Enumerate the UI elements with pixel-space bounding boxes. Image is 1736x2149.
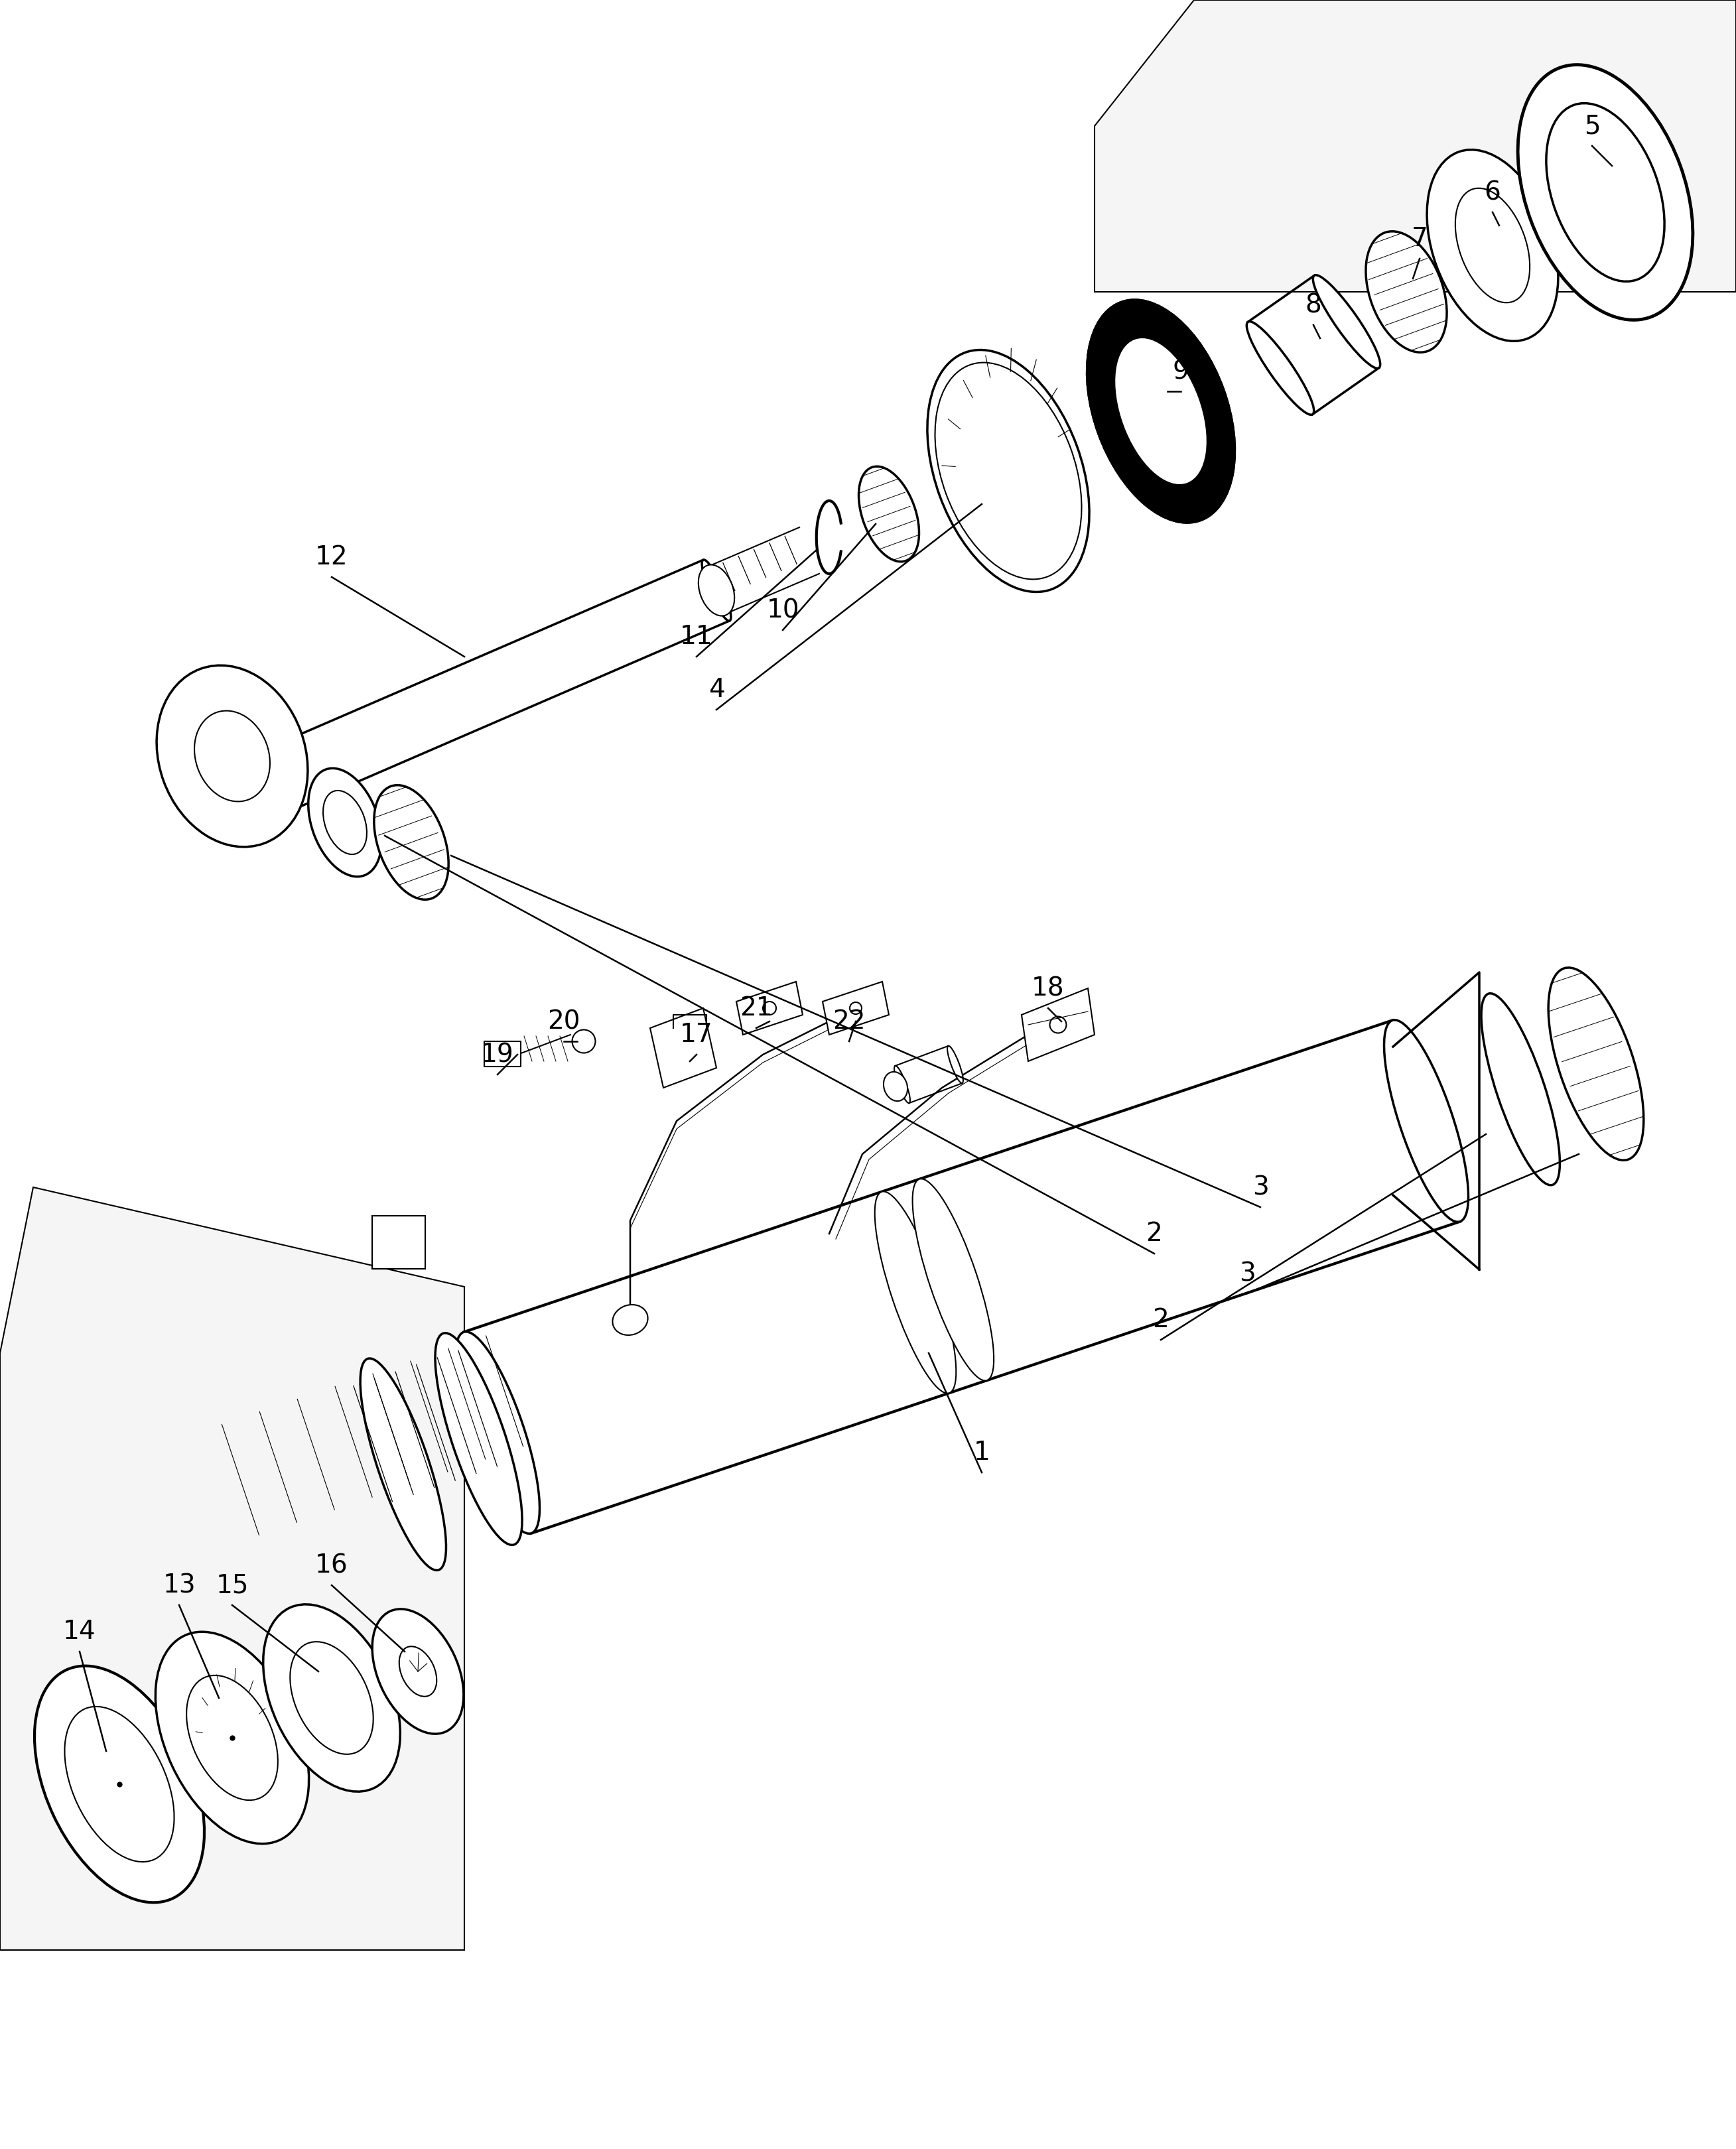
Ellipse shape <box>698 565 734 617</box>
Ellipse shape <box>1312 275 1380 367</box>
Text: 1: 1 <box>974 1440 990 1466</box>
Ellipse shape <box>859 466 918 561</box>
Text: 11: 11 <box>681 623 713 649</box>
Ellipse shape <box>1366 232 1446 352</box>
Ellipse shape <box>927 350 1088 591</box>
Ellipse shape <box>1547 103 1665 282</box>
Ellipse shape <box>156 1631 309 1844</box>
Text: 10: 10 <box>766 597 799 623</box>
Polygon shape <box>1094 0 1736 292</box>
Ellipse shape <box>613 1304 648 1335</box>
Ellipse shape <box>194 711 271 802</box>
Ellipse shape <box>1115 337 1207 484</box>
Text: 17: 17 <box>681 1023 713 1047</box>
Ellipse shape <box>701 559 731 621</box>
Ellipse shape <box>1087 301 1234 522</box>
Ellipse shape <box>1481 993 1561 1184</box>
Ellipse shape <box>290 1642 373 1754</box>
Ellipse shape <box>573 1029 595 1053</box>
Text: 18: 18 <box>1031 976 1064 1001</box>
Ellipse shape <box>1549 967 1644 1160</box>
Ellipse shape <box>1050 1016 1066 1034</box>
Ellipse shape <box>264 1605 401 1792</box>
Text: 2: 2 <box>1146 1221 1163 1246</box>
Ellipse shape <box>936 363 1082 580</box>
Text: 13: 13 <box>163 1573 196 1599</box>
Ellipse shape <box>875 1191 957 1393</box>
Text: 7: 7 <box>1411 226 1427 251</box>
Text: 5: 5 <box>1583 114 1601 140</box>
Text: 14: 14 <box>62 1618 95 1644</box>
Ellipse shape <box>762 1001 776 1014</box>
Ellipse shape <box>399 1646 437 1696</box>
FancyBboxPatch shape <box>372 1216 425 1268</box>
Text: 16: 16 <box>316 1554 349 1577</box>
Ellipse shape <box>1427 150 1559 342</box>
Ellipse shape <box>309 769 382 877</box>
Ellipse shape <box>1517 64 1693 320</box>
Polygon shape <box>1021 989 1094 1062</box>
Ellipse shape <box>257 752 286 812</box>
Text: 2: 2 <box>1153 1307 1168 1332</box>
Text: 22: 22 <box>833 1008 866 1034</box>
Text: 12: 12 <box>316 544 349 569</box>
Ellipse shape <box>913 1180 993 1380</box>
Text: 21: 21 <box>740 995 773 1021</box>
Ellipse shape <box>323 791 366 855</box>
Text: 8: 8 <box>1305 292 1321 318</box>
Text: 4: 4 <box>708 677 724 703</box>
Polygon shape <box>736 982 802 1034</box>
Text: 3: 3 <box>1240 1261 1255 1285</box>
Ellipse shape <box>1455 189 1529 303</box>
Ellipse shape <box>361 1358 446 1571</box>
Ellipse shape <box>455 1332 540 1534</box>
Ellipse shape <box>1246 322 1314 415</box>
Ellipse shape <box>436 1332 523 1545</box>
Ellipse shape <box>884 1072 908 1100</box>
Polygon shape <box>823 982 889 1034</box>
FancyBboxPatch shape <box>484 1042 521 1066</box>
Ellipse shape <box>373 784 448 900</box>
Text: 15: 15 <box>215 1573 248 1599</box>
Text: 20: 20 <box>547 1008 580 1034</box>
Ellipse shape <box>849 1001 861 1014</box>
Ellipse shape <box>372 1610 464 1734</box>
Ellipse shape <box>1384 1021 1469 1223</box>
Ellipse shape <box>948 1047 963 1083</box>
Text: 3: 3 <box>1252 1176 1269 1199</box>
Text: 6: 6 <box>1484 181 1502 204</box>
Text: 9: 9 <box>1172 359 1189 385</box>
Ellipse shape <box>186 1676 278 1801</box>
Polygon shape <box>0 1186 464 1949</box>
Text: 19: 19 <box>481 1042 514 1068</box>
Ellipse shape <box>35 1665 205 1902</box>
Polygon shape <box>649 1008 717 1087</box>
Ellipse shape <box>156 666 307 847</box>
Ellipse shape <box>894 1066 910 1102</box>
Ellipse shape <box>64 1706 174 1861</box>
